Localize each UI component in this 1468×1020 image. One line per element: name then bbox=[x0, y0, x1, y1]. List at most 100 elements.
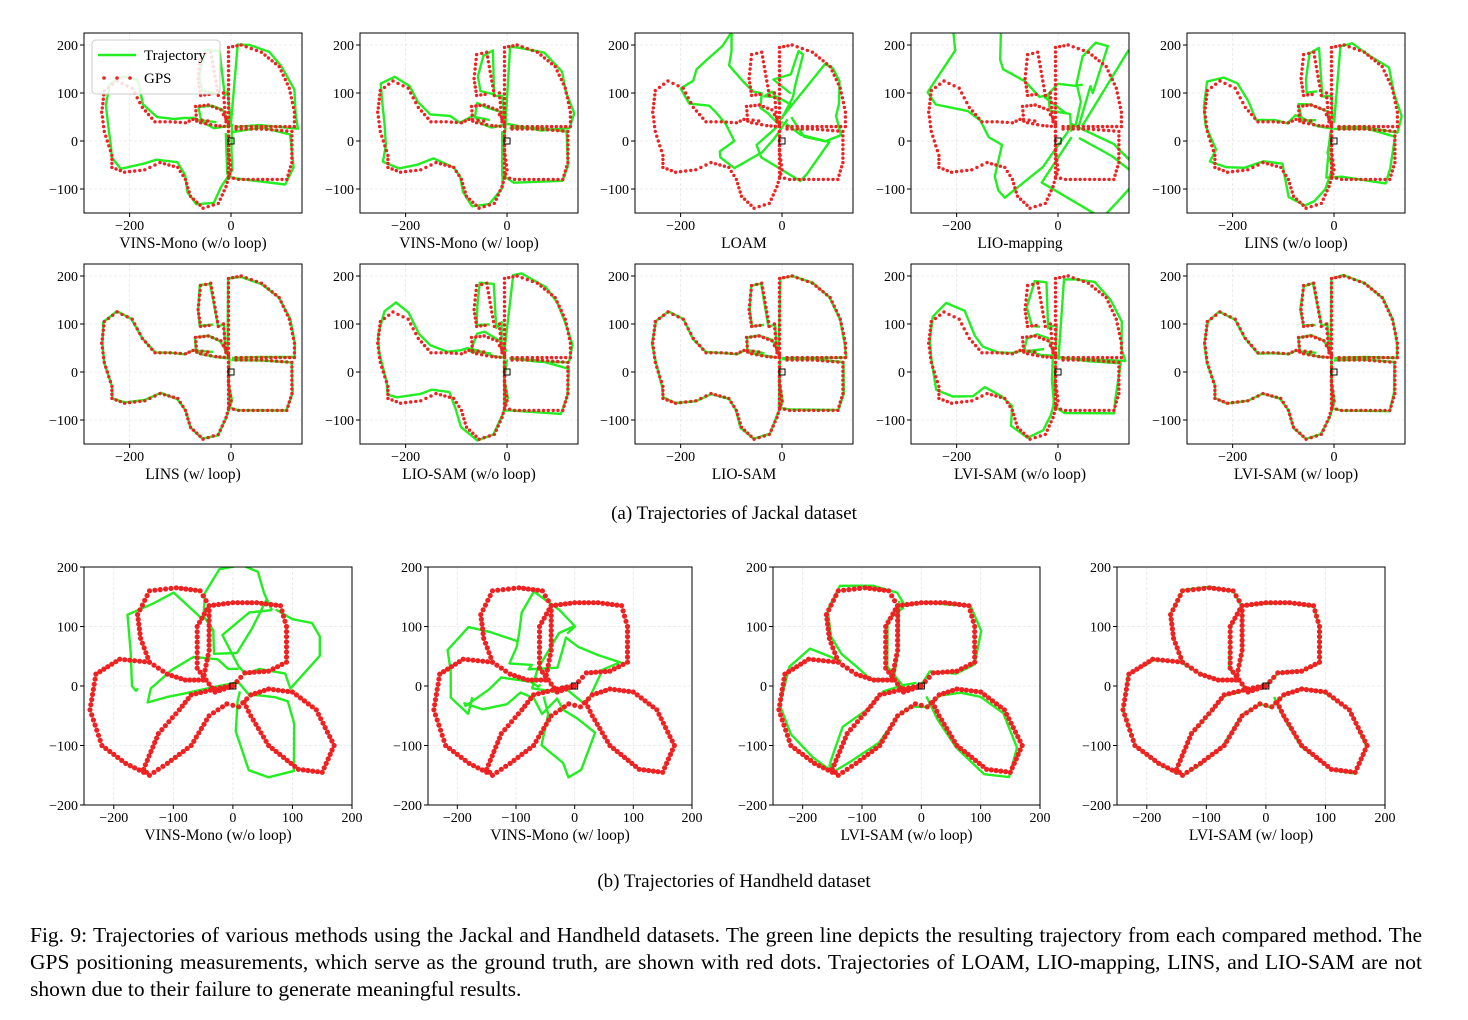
gps-point bbox=[1107, 359, 1111, 364]
gps-point bbox=[416, 336, 420, 341]
gps-point bbox=[1357, 279, 1362, 284]
gps-point bbox=[782, 407, 787, 411]
gps-point bbox=[1286, 408, 1291, 413]
gps-point bbox=[1224, 677, 1230, 683]
gps-point bbox=[1329, 290, 1334, 295]
gps-point bbox=[201, 721, 207, 727]
gps-point bbox=[1119, 341, 1124, 345]
gps-point bbox=[480, 51, 484, 56]
gps-point bbox=[246, 408, 250, 413]
gps-point bbox=[502, 300, 507, 304]
gps-point bbox=[292, 355, 297, 360]
gps-point bbox=[239, 124, 243, 129]
origin-marker bbox=[1330, 368, 1338, 376]
plot-area bbox=[776, 584, 1025, 779]
gps-point bbox=[775, 348, 779, 353]
gps-point bbox=[1294, 668, 1300, 675]
gps-point bbox=[1169, 767, 1175, 773]
gps-point bbox=[290, 378, 294, 382]
gps-point bbox=[1329, 346, 1334, 350]
gps-point bbox=[287, 317, 291, 321]
gps-point bbox=[775, 351, 779, 355]
gps-point bbox=[766, 88, 771, 93]
gps-point bbox=[895, 613, 901, 619]
gps-point bbox=[1042, 88, 1047, 93]
gps-point bbox=[1076, 358, 1081, 362]
gps-point bbox=[260, 734, 267, 740]
gps-point bbox=[491, 88, 496, 93]
gps-point bbox=[162, 393, 167, 397]
gps-point bbox=[1053, 346, 1058, 350]
gps-point bbox=[722, 164, 727, 168]
gps-point bbox=[493, 744, 499, 750]
gps-point bbox=[782, 44, 786, 49]
gps-point bbox=[1261, 391, 1265, 396]
gps-point bbox=[658, 144, 662, 148]
gps-point bbox=[835, 588, 841, 594]
gps-point bbox=[290, 374, 294, 378]
gps-point bbox=[836, 360, 840, 364]
gps-point bbox=[535, 355, 540, 360]
gps-point bbox=[474, 121, 479, 125]
gps-point bbox=[665, 167, 669, 171]
gps-point bbox=[824, 355, 829, 360]
gps-point bbox=[226, 290, 231, 295]
gps-point bbox=[1294, 428, 1299, 432]
gps-point bbox=[1227, 634, 1233, 640]
gps-point bbox=[1038, 295, 1043, 300]
gps-point bbox=[1062, 275, 1066, 279]
gps-point bbox=[376, 110, 380, 114]
gps-point bbox=[1025, 352, 1030, 356]
gps-point bbox=[217, 685, 223, 691]
gps-point bbox=[777, 110, 782, 115]
gps-point bbox=[277, 64, 281, 69]
gps-point bbox=[1018, 117, 1022, 122]
gps-point bbox=[505, 723, 511, 729]
gps-point bbox=[502, 276, 507, 281]
gps-point bbox=[773, 327, 777, 331]
gps-point bbox=[1313, 104, 1318, 109]
gps-point bbox=[474, 57, 478, 62]
gps-point bbox=[1388, 177, 1392, 182]
gps-point bbox=[536, 649, 543, 656]
gps-point bbox=[411, 96, 415, 100]
gps-point bbox=[136, 767, 142, 773]
gps-point bbox=[774, 110, 778, 114]
gps-point bbox=[1172, 640, 1178, 646]
gps-point bbox=[187, 350, 191, 354]
gps-point bbox=[985, 120, 989, 124]
gps-point bbox=[1286, 177, 1291, 182]
gps-point bbox=[814, 53, 818, 57]
gps-point bbox=[1283, 717, 1289, 723]
gps-point bbox=[792, 745, 798, 752]
gps-point bbox=[795, 355, 799, 360]
gps-point bbox=[980, 120, 984, 124]
subplot-12: −200 −100 0 100 200−200−1000100200VINS-Mono … bbox=[393, 561, 702, 844]
gps-point bbox=[1308, 687, 1314, 693]
gps-point bbox=[1221, 168, 1226, 173]
gps-point bbox=[934, 375, 938, 379]
gps-point bbox=[226, 170, 231, 175]
gps-point bbox=[762, 203, 766, 207]
gps-point bbox=[485, 354, 489, 358]
gps-point bbox=[290, 331, 295, 336]
gps-point bbox=[1354, 765, 1360, 771]
gps-point bbox=[1025, 52, 1030, 57]
gps-point bbox=[254, 355, 259, 360]
gps-point bbox=[829, 355, 833, 360]
gps-point bbox=[502, 134, 507, 138]
plot-area bbox=[1203, 273, 1400, 441]
gps-point bbox=[536, 623, 543, 630]
gps-point bbox=[263, 601, 269, 607]
gps-point bbox=[1395, 110, 1400, 114]
trajectory-line bbox=[772, 49, 805, 120]
gps-point bbox=[686, 96, 690, 100]
gps-point bbox=[1393, 365, 1397, 369]
gps-point bbox=[107, 748, 113, 755]
gps-point bbox=[1337, 355, 1341, 360]
gps-point bbox=[1118, 336, 1123, 341]
gps-point bbox=[273, 293, 278, 297]
gps-point bbox=[498, 766, 504, 772]
gps-point bbox=[844, 731, 850, 737]
gps-point bbox=[331, 742, 337, 749]
